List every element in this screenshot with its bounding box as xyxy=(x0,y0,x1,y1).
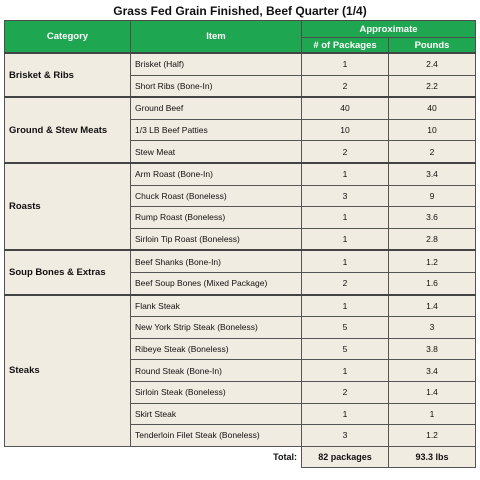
packages-cell: 3 xyxy=(301,184,389,208)
page-title: Grass Fed Grain Finished, Beef Quarter (… xyxy=(113,4,367,18)
category-cell: Ground & Stew Meats xyxy=(4,96,131,164)
pounds-cell: 10 xyxy=(387,118,477,142)
packages-cell: 1 xyxy=(301,293,389,318)
total-label: Total: xyxy=(130,446,302,468)
pounds-cell: 2 xyxy=(387,140,477,164)
pounds-cell: 3.8 xyxy=(387,337,477,361)
category-cell: Brisket & Ribs xyxy=(4,51,131,98)
pounds-cell: 3.4 xyxy=(387,161,477,186)
packages-cell: 2 xyxy=(301,140,389,164)
table-body: Brisket & Ribs Brisket (Half) 1 2.4 Short Ri… xyxy=(4,51,477,447)
table-row: Ground & Stew Meats Ground Beef 40 40 xyxy=(4,96,477,164)
item-cell: Brisket (Half) xyxy=(130,51,302,76)
header-packages: # of Packages xyxy=(301,37,389,54)
item-cell: Short Ribs (Bone-In) xyxy=(130,74,302,98)
table-row: Beef Soup Bones (Mixed Package) 2 1.6 xyxy=(5,271,477,296)
packages-cell: 2 xyxy=(301,74,389,98)
table-row: Round Steak (Bone-In) 1 3.4 xyxy=(5,359,477,382)
table-row: Chuck Roast (Boneless) 3 9 xyxy=(5,184,477,208)
item-cell: Ground Beef xyxy=(130,96,302,120)
item-cell: Tenderloin Filet Steak (Boneless) xyxy=(130,424,302,447)
packages-cell: 40 xyxy=(301,96,389,120)
table-row: Roasts Arm Roast (Bone-In) 1 3.4 xyxy=(4,161,477,251)
packages-cell: 1 xyxy=(301,402,389,426)
pounds-cell: 1.2 xyxy=(387,249,477,273)
pounds-cell: 1.2 xyxy=(387,424,477,447)
category-cell: Roasts xyxy=(4,161,131,251)
beef-quarter-table: Category Item Approximate # of Packages … xyxy=(4,20,477,469)
item-cell: Stew Meat xyxy=(130,140,302,164)
table-row: Stew Meat 2 2 xyxy=(5,140,477,164)
total-pounds: 93.3 lbs xyxy=(387,445,477,469)
item-cell: Sirloin Steak (Boneless) xyxy=(130,380,302,404)
category-cell: Soup Bones & Extras xyxy=(4,249,131,296)
item-cell: Arm Roast (Bone-In) xyxy=(130,161,302,186)
item-cell: Beef Shanks (Bone-In) xyxy=(130,249,302,273)
packages-cell: 5 xyxy=(301,316,389,339)
packages-cell: 1 xyxy=(301,206,389,229)
item-cell: Beef Soup Bones (Mixed Package) xyxy=(130,271,302,296)
header-pounds: Pounds xyxy=(387,37,477,54)
pounds-cell: 2.4 xyxy=(387,51,477,76)
pounds-cell: 1 xyxy=(387,402,477,426)
packages-cell: 1 xyxy=(301,249,389,273)
packages-cell: 10 xyxy=(301,118,389,142)
item-cell: Rump Roast (Boneless) xyxy=(130,206,302,229)
total-packages: 82 packages xyxy=(301,445,389,469)
item-cell: 1/3 LB Beef Patties xyxy=(130,118,302,142)
pounds-cell: 2.8 xyxy=(387,227,477,251)
item-cell: Skirt Steak xyxy=(130,402,302,426)
header-approximate: Approximate xyxy=(300,20,477,38)
pounds-cell: 3 xyxy=(387,316,477,339)
packages-cell: 5 xyxy=(301,337,389,361)
packages-cell: 3 xyxy=(301,424,389,447)
table-row: Steaks Flank Steak 1 1.4 xyxy=(4,293,477,447)
packages-cell: 1 xyxy=(301,161,389,186)
header-item: Item xyxy=(130,20,302,54)
item-cell: Chuck Roast (Boneless) xyxy=(130,184,302,208)
total-row: Total: 82 packages 93.3 lbs xyxy=(4,445,477,469)
item-cell: New York Strip Steak (Boneless) xyxy=(130,316,302,339)
item-cell: Ribeye Steak (Boneless) xyxy=(130,337,302,361)
table-row: New York Strip Steak (Boneless) 5 3 xyxy=(5,316,477,339)
pounds-cell: 1.4 xyxy=(387,293,477,318)
item-cell: Flank Steak xyxy=(130,293,302,318)
table-row: Brisket & Ribs Brisket (Half) 1 2.4 xyxy=(4,51,477,98)
item-cell: Round Steak (Bone-In) xyxy=(130,359,302,382)
pounds-cell: 40 xyxy=(387,96,477,120)
pounds-cell: 3.4 xyxy=(387,359,477,382)
packages-cell: 2 xyxy=(301,271,389,296)
table-row: Soup Bones & Extras Beef Shanks (Bone-In)… xyxy=(4,249,477,296)
pounds-cell: 1.4 xyxy=(387,380,477,404)
table-row: Rump Roast (Boneless) 1 3.6 xyxy=(5,206,477,229)
pounds-cell: 1.6 xyxy=(387,271,477,296)
pounds-cell: 9 xyxy=(387,184,477,208)
total-spacer xyxy=(4,446,131,468)
table-row: Sirloin Steak (Boneless) 2 1.4 xyxy=(5,380,477,404)
category-cell: Steaks xyxy=(4,293,131,447)
pounds-cell: 3.6 xyxy=(387,206,477,229)
packages-cell: 2 xyxy=(301,380,389,404)
packages-cell: 1 xyxy=(301,51,389,76)
pounds-cell: 2.2 xyxy=(387,74,477,98)
packages-cell: 1 xyxy=(301,227,389,251)
packages-cell: 1 xyxy=(301,359,389,382)
header-category: Category xyxy=(4,20,131,54)
item-cell: Sirloin Tip Roast (Boneless) xyxy=(130,227,302,251)
